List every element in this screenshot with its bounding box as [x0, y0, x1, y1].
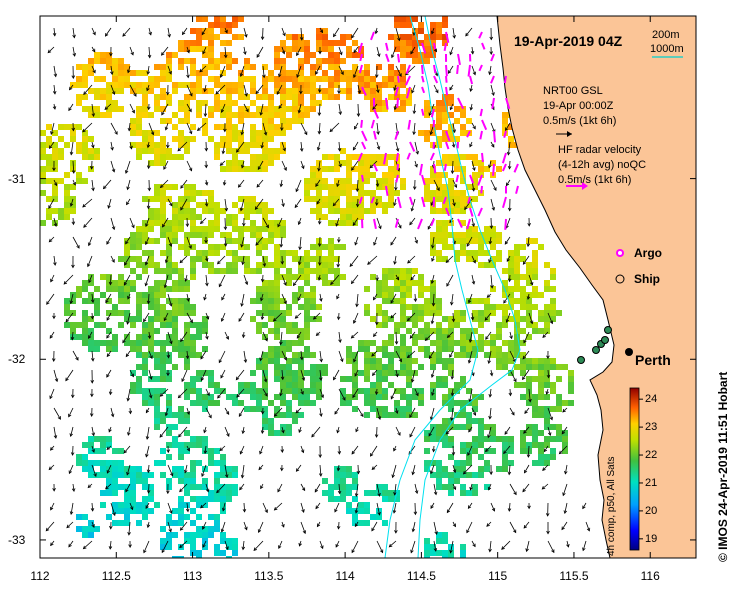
- map-title: 19-Apr-2019 04Z: [514, 33, 623, 49]
- coast-stations: [577, 326, 612, 364]
- colorbar-tick-label: 20: [645, 504, 658, 517]
- nrt-legend-arrow: [556, 131, 572, 137]
- legend-ship: Ship: [634, 272, 660, 286]
- x-tick-label: 113: [182, 569, 203, 583]
- isobath-1000m: [384, 16, 479, 558]
- colorbar-label: 4h comp, p50, All Sats: [606, 456, 617, 556]
- y-tick-label: -32: [8, 352, 26, 367]
- hf-radar-arrows: [357, 31, 519, 230]
- scale-label-1000: 1000m: [650, 43, 684, 55]
- isobath-200m: [417, 16, 521, 558]
- plot-frame: [39, 15, 697, 559]
- x-tick-label: 114.5: [406, 569, 436, 583]
- current-arrows: [45, 27, 591, 554]
- colorbar-tick-label: 22: [645, 449, 658, 462]
- x-tick-label: 115.5: [559, 569, 589, 583]
- perth-marker-icon: [625, 348, 633, 356]
- x-tick-label: 112: [30, 569, 50, 583]
- colorbar-tick-label: 19: [645, 532, 658, 545]
- colorbar-tick-label: 24: [645, 393, 658, 406]
- scale-label-200: 200m: [652, 29, 680, 41]
- credit-text: © IMOS 24-Apr-2019 11:51 Hobart: [716, 371, 730, 562]
- colorbar-tick-label: 21: [645, 476, 658, 489]
- city-label-perth: Perth: [635, 352, 671, 368]
- ship-marker-icon: [615, 274, 625, 284]
- hf-scale: 0.5m/s (1kt 6h): [558, 174, 632, 186]
- y-tick-label: -33: [8, 532, 26, 547]
- nrt-title: NRT00 GSL: [543, 85, 603, 97]
- nrt-date: 19-Apr 00:00Z: [543, 100, 614, 112]
- isobath-lines: [384, 16, 521, 558]
- colorbar-tick-label: 23: [645, 421, 658, 434]
- x-tick-label: 114: [335, 569, 355, 583]
- colorbar-ticks: [639, 398, 643, 540]
- legend-argo: Argo: [634, 246, 662, 260]
- hf-title: HF radar velocity: [558, 144, 642, 156]
- colorbar: [629, 387, 640, 551]
- x-tick-label: 112.5: [101, 569, 131, 583]
- x-tick-label: 115: [488, 569, 508, 583]
- axis-ticks: [39, 16, 696, 558]
- nrt-scale: 0.5m/s (1kt 6h): [543, 115, 617, 127]
- argo-marker-center: [618, 251, 622, 255]
- hf-legend-arrow: [566, 182, 588, 190]
- hf-subtitle: (4-12h avg) noQC: [558, 159, 647, 171]
- x-tick-label: 113.5: [254, 569, 284, 583]
- y-tick-label: -31: [8, 171, 26, 186]
- x-tick-label: 116: [640, 569, 660, 583]
